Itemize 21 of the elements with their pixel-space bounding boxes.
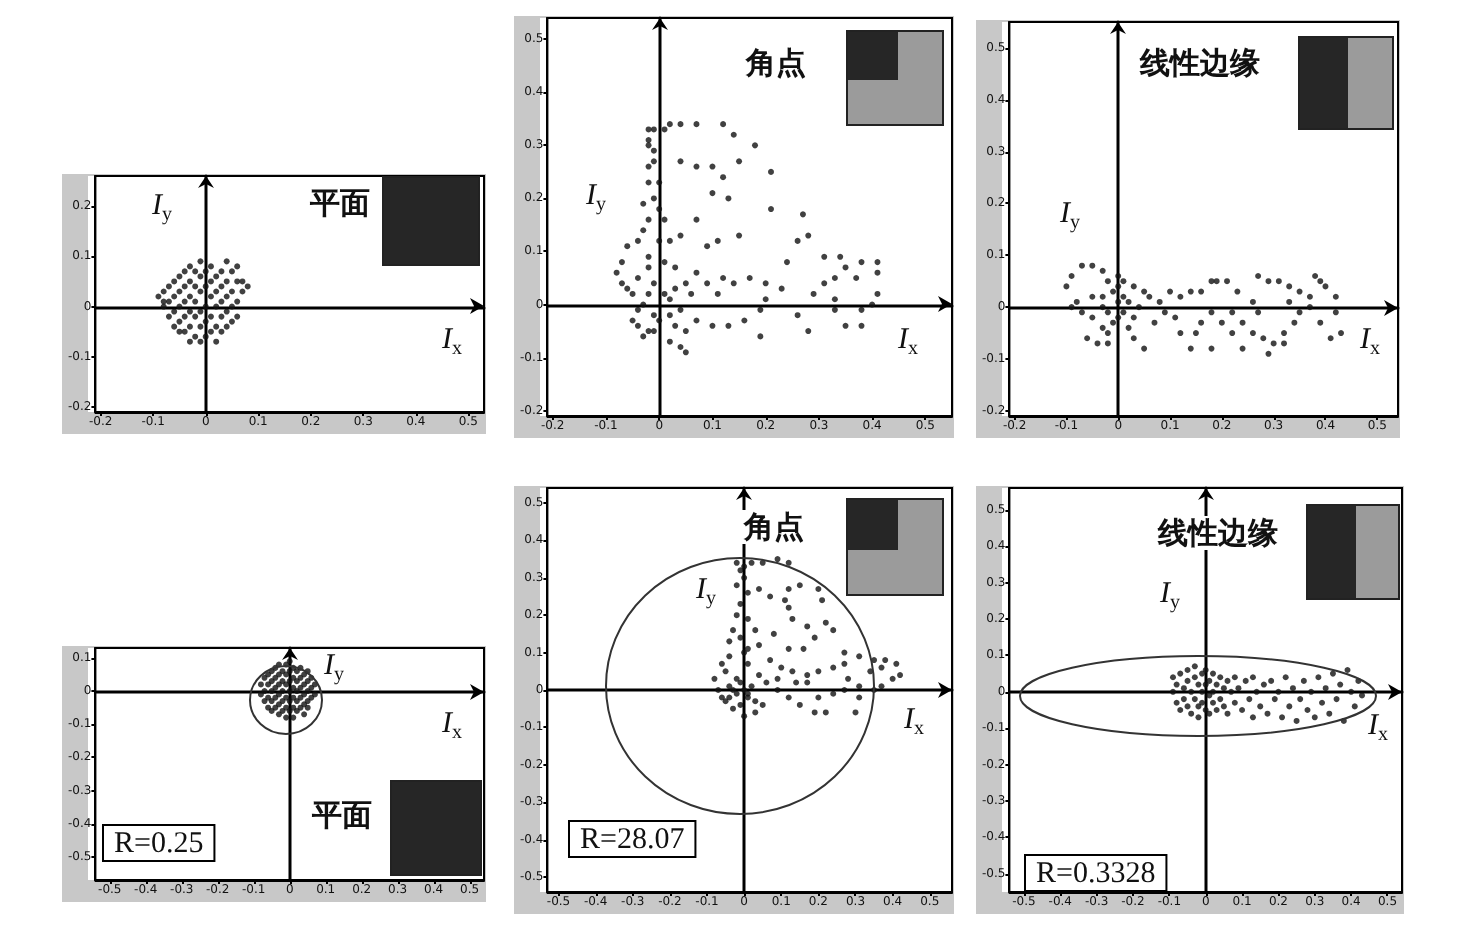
x-axis-title: I$_{x}$ (442, 708, 462, 744)
x-axis-title: I$_{x}$ (1360, 324, 1380, 360)
text: 线性边缘 (1156, 515, 1278, 551)
x-axis-title: I$_{x}$ (898, 324, 918, 360)
text: 角点 (742, 509, 804, 545)
chart-title: 平面 (308, 185, 370, 221)
annotation: R=0.25 (114, 828, 204, 860)
y-axis-title: I$_{y}$ (152, 190, 172, 226)
annotation: R=0.3328 (1036, 858, 1156, 890)
y-axis-title: I$_{y}$ (696, 574, 716, 610)
text: 平面 (310, 797, 372, 833)
y-axis-title: I$_{y}$ (586, 180, 606, 216)
text: 角点 (744, 45, 806, 81)
x-axis-title: I$_{x}$ (904, 704, 924, 740)
x-axis-title: I$_{x}$ (442, 324, 462, 360)
text: 线性边缘 (1138, 45, 1260, 81)
annotation: R=28.07 (580, 824, 686, 856)
y-axis-title: I$_{y}$ (1160, 578, 1180, 614)
y-axis-title: I$_{y}$ (1060, 198, 1080, 234)
x-axis-title: I$_{x}$ (1368, 710, 1388, 746)
y-axis-title: I$_{y}$ (324, 650, 344, 686)
